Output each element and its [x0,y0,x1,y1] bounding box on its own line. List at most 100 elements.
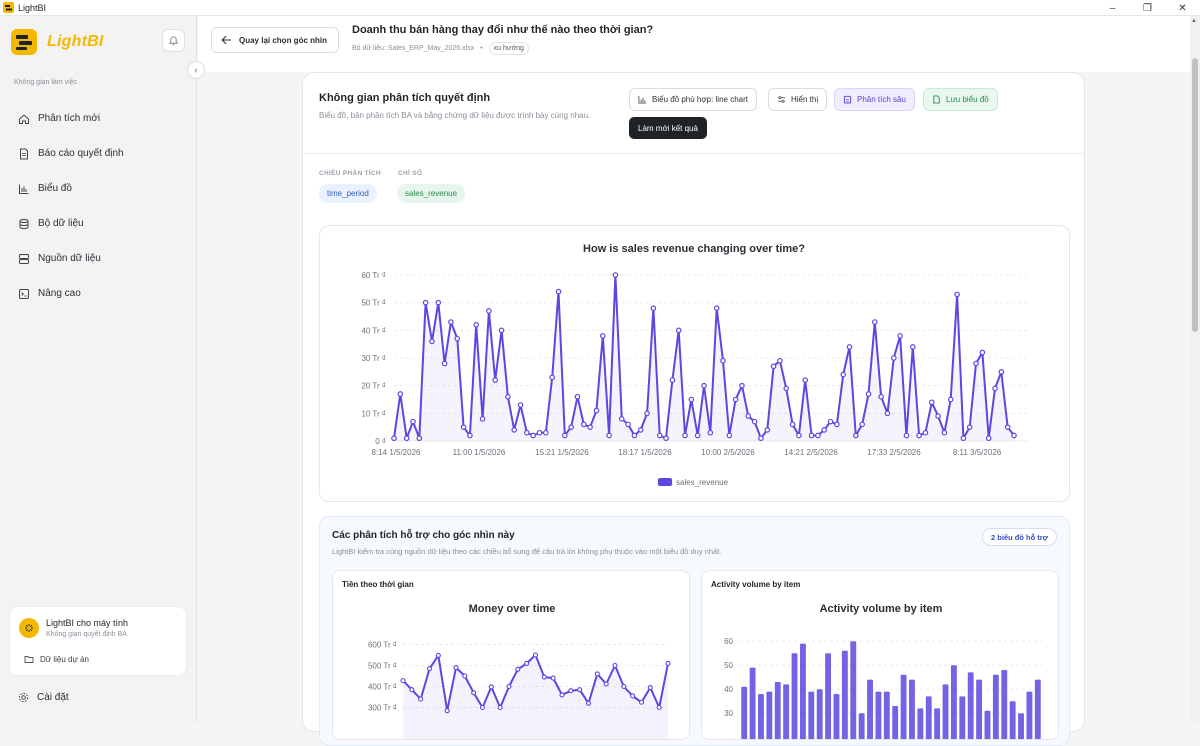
bar [1034,679,1041,739]
app-logo[interactable]: LightBI [11,29,104,55]
supporting-analysis-section: Các phân tích hỗ trợ cho góc nhìn này Li… [319,516,1070,746]
sidebar-item-advanced[interactable]: Nâng cao [8,276,188,311]
data-point [720,357,726,364]
data-point [935,413,941,419]
data-point [726,432,733,439]
data-point [707,429,714,436]
deep-analysis-button[interactable]: Phân tích sâu [834,88,915,111]
data-point [568,688,574,694]
data-point [631,432,638,439]
data-point [515,666,521,672]
data-point [454,335,461,342]
y-tick-label: 20 Tr ₫ [361,382,386,391]
sidebar-item-charts[interactable]: Biểu đồ [8,171,188,206]
chevron-left-icon: ‹ [194,65,198,75]
scrollbar-thumb[interactable] [1192,58,1198,332]
back-label: Quay lại chọn góc nhìn [239,35,328,45]
data-point [536,429,543,436]
notification-button[interactable] [162,29,185,52]
x-tick-label: 17:33 2/5/2026 [867,448,921,457]
bar [967,672,974,739]
data-point [444,708,450,714]
back-button[interactable]: Quay lại chọn góc nhìn [211,27,339,53]
project-data-link[interactable]: Dữ liệu dự án [24,654,89,664]
data-point [770,363,777,370]
data-point [580,421,587,428]
data-point [409,687,415,693]
sidebar-item-decision-report[interactable]: Báo cáo quyết định [8,136,188,171]
sidebar-item-datasets[interactable]: Bộ dữ liệu [8,206,188,241]
collapse-sidebar-button[interactable]: ‹ [187,61,205,79]
scroll-up-icon: ▲ [1191,18,1197,24]
dimension-label: CHIỀU PHÂN TÍCH [319,170,381,177]
y-tick-label: 400 Tr ₫ [368,683,397,692]
y-tick-label: 30 [724,709,733,718]
y-tick-label: 0 ₫ [375,437,386,446]
data-point [559,692,565,698]
project-data-label: Dữ liệu dự án [40,654,89,664]
support-count-badge[interactable]: 2 biểu đồ hỗ trợ [982,528,1057,546]
dimension-chip[interactable]: time_period [319,184,377,203]
metric-chip[interactable]: sales_revenue [397,184,466,203]
save-chart-button[interactable]: Lưu biểu đồ [923,88,998,111]
bar [1009,701,1016,739]
data-point [479,704,486,711]
data-point [603,681,609,687]
data-point [973,360,979,367]
data-point [418,696,424,702]
data-point [675,327,682,334]
workspace-card[interactable]: LightBI cho máy tính Không gian quyết đị… [9,606,187,676]
separator-dot: • [480,45,483,52]
bar [825,653,832,739]
display-button[interactable]: Hiển thị [768,88,828,111]
logo-icon [11,29,37,55]
data-point [656,432,663,439]
data-point [618,416,625,422]
data-point [815,432,821,439]
data-point [555,288,562,295]
data-point [400,678,406,684]
chart-fit-button[interactable]: Biểu đồ phù hợp: line chart [629,88,757,111]
data-point [694,432,701,439]
bar [766,691,773,739]
intent-tag: xu hướng [488,42,529,55]
panel-title: Không gian phân tích quyết định [319,92,491,104]
data-point [549,374,555,381]
workspace-subtitle: Không gian quyết định BA [46,631,127,638]
bell-icon [168,36,179,46]
minimize-button[interactable]: – [1109,2,1116,14]
bar [942,684,949,739]
data-point [808,432,815,439]
settings-button[interactable]: Cài đặt [18,692,69,703]
bar [909,679,915,739]
data-point [599,333,606,339]
sliders-icon [777,96,786,103]
x-tick-label: 10:00 2/5/2026 [701,448,755,457]
x-tick-label: 8:11 3/5/2026 [953,448,1002,457]
data-point [426,666,433,672]
data-point [593,407,600,414]
bar [833,694,840,739]
data-point [416,435,423,442]
data-point [834,421,840,428]
bar [1018,713,1024,739]
maximize-button[interactable]: ❐ [1143,2,1152,14]
data-point [410,418,416,425]
data-point [498,327,505,334]
series-area [403,655,668,739]
data-point [577,687,583,693]
x-tick-label: 14:21 2/5/2026 [784,448,838,457]
bar [741,686,748,739]
data-point [448,319,454,325]
data-point [783,385,790,392]
data-point [872,319,878,325]
scrollbar[interactable]: ▲ [1190,16,1200,722]
data-point [777,357,783,364]
data-point [897,333,903,339]
data-point [890,355,897,361]
sidebar-item-new-analysis[interactable]: Phân tích mới [8,101,188,136]
bar [976,679,983,739]
data-point [745,413,752,419]
sidebar-item-data-sources[interactable]: Nguồn dữ liệu [8,241,188,276]
close-button[interactable]: ✕ [1178,2,1187,14]
